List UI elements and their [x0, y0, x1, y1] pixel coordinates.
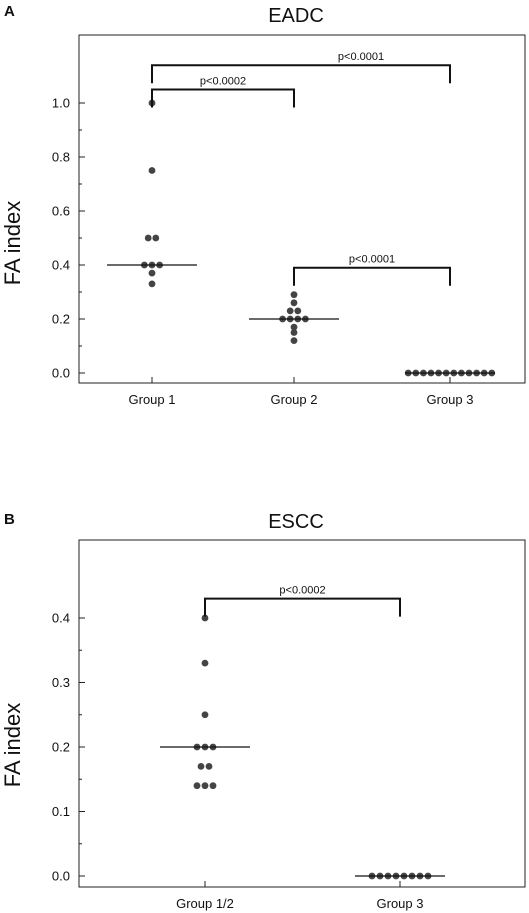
y-axis-label-b: FA index: [0, 703, 25, 787]
chart-title-eadc: EADC: [268, 5, 324, 27]
significance-label: p<0.0001: [338, 51, 384, 63]
x-tick-label: Group 3: [427, 392, 474, 407]
significance-label: p<0.0002: [279, 585, 325, 597]
y-axis-label-a: FA index: [0, 201, 25, 285]
x-tick-label: Group 2: [271, 392, 318, 407]
significance-bracket: [151, 88, 295, 108]
y-tick-label: 1.0: [52, 96, 70, 111]
y-tick-label: 0.8: [52, 150, 70, 165]
y-tick-label: 0.3: [52, 675, 70, 690]
x-tick-label: Group 1: [129, 392, 176, 407]
data-point: [290, 329, 298, 336]
x-tick-label: Group 3: [377, 896, 424, 911]
data-point: [286, 307, 294, 315]
significance-bracket: [151, 64, 451, 84]
data-point: [148, 167, 156, 174]
data-point: [290, 291, 298, 299]
data-point: [152, 234, 160, 242]
y-tick-label: 0.2: [52, 312, 70, 327]
plot-frame: [78, 34, 526, 384]
data-point: [294, 307, 302, 315]
significance-bracket: [204, 597, 401, 617]
data-point: [193, 782, 201, 790]
significance-label: p<0.0001: [349, 254, 395, 266]
y-tick-label: 0.2: [52, 740, 70, 755]
data-point: [201, 614, 209, 622]
data-point: [148, 280, 156, 288]
data-point: [290, 323, 298, 331]
plot-panel-a: 0.0 0.2 0.4 0.6 0.8 1.0 Group 1 Group 2 Group 3 p…: [52, 34, 526, 407]
panel-letter-a: A: [4, 3, 15, 20]
significance-label: p<0.0002: [200, 76, 246, 88]
y-tick-label: 0.0: [52, 869, 70, 884]
plot-panel-b: 0.0 0.1 0.2 0.3 0.4 Group 1/2 Group 3 p<0.0002: [52, 539, 526, 911]
data-point: [201, 782, 209, 790]
y-tick-label: 0.4: [52, 258, 70, 273]
data-point: [201, 711, 209, 719]
data-point: [205, 762, 213, 770]
x-tick-label: Group 1/2: [176, 896, 234, 911]
data-point: [290, 299, 298, 307]
y-tick-label: 0.4: [52, 611, 70, 626]
panel-letter-b: B: [4, 511, 15, 528]
y-tick-label: 0.1: [52, 804, 70, 819]
data-point: [201, 659, 209, 667]
data-point: [144, 234, 152, 242]
y-tick-label: 0.6: [52, 204, 70, 219]
data-point: [197, 762, 205, 770]
chart-title-escc: ESCC: [268, 511, 324, 533]
significance-bracket: [293, 266, 451, 286]
data-point: [290, 337, 298, 344]
y-tick-label: 0.0: [52, 366, 70, 381]
data-point: [209, 782, 217, 790]
data-point: [148, 269, 156, 277]
plot-frame: [78, 539, 526, 888]
